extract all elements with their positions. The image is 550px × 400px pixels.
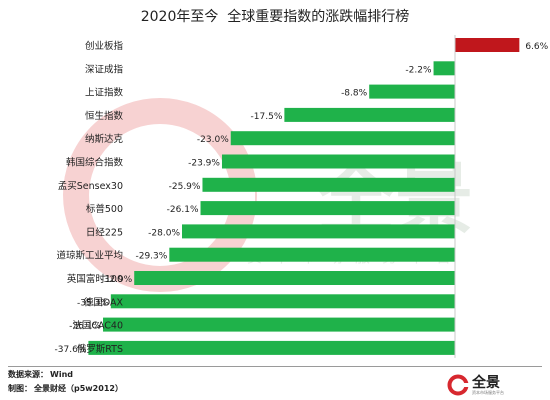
bar xyxy=(200,201,455,216)
value-label: -37.6% xyxy=(55,345,87,355)
value-label: -28.0% xyxy=(148,228,180,238)
chart-maker-label: 制图： xyxy=(8,384,32,393)
category-label: 德国DAX xyxy=(84,296,124,308)
data-source-label: 数据来源： xyxy=(8,370,48,379)
category-label: 英国富时100 xyxy=(67,273,123,285)
bar xyxy=(103,317,456,332)
bar xyxy=(202,177,455,192)
value-label: -36.1% xyxy=(69,322,101,332)
data-source-value: Wind xyxy=(50,370,73,379)
category-label: 纳斯达克 xyxy=(85,133,124,145)
footer-divider xyxy=(8,366,542,367)
chart-maker: 制图： 全景财经（p5w2012） xyxy=(8,383,123,394)
category-label: 法国CAC40 xyxy=(72,320,123,332)
category-label: 道琼斯工业平均 xyxy=(56,250,123,262)
bar xyxy=(134,271,455,285)
category-label: 恒生指数 xyxy=(85,110,124,122)
category-label: 标普500 xyxy=(86,203,123,215)
category-label: 深证成指 xyxy=(85,63,124,75)
value-label: -26.1% xyxy=(167,205,199,215)
brand-logo: 全景 资本市场服务平台 xyxy=(446,372,542,398)
data-source: 数据来源： Wind xyxy=(8,369,73,380)
value-label: -17.5% xyxy=(251,112,283,122)
value-label: -23.0% xyxy=(197,135,229,145)
category-label: 创业板指 xyxy=(85,40,124,52)
category-label: 日经225 xyxy=(86,226,123,238)
chart-maker-value: 全景财经（p5w2012） xyxy=(34,384,123,393)
value-label: -2.2% xyxy=(405,65,432,75)
category-label: 韩国综合指数 xyxy=(66,157,124,169)
brand-logo-icon xyxy=(447,374,470,396)
category-label: 孟买Sensex30 xyxy=(58,181,123,192)
bar xyxy=(284,107,455,122)
brand-name: 全景 xyxy=(472,375,500,391)
category-label: 上证指数 xyxy=(85,87,124,99)
value-label: -25.9% xyxy=(169,182,201,192)
bar xyxy=(369,84,455,99)
bars-layer xyxy=(88,38,520,355)
value-label: -32.9% xyxy=(100,275,132,285)
value-label: -29.3% xyxy=(135,252,167,262)
bar xyxy=(182,224,455,239)
category-label: 俄罗斯RTS xyxy=(77,343,123,355)
bar xyxy=(433,61,455,76)
value-label: -8.8% xyxy=(341,89,368,99)
bar xyxy=(221,154,455,169)
bar xyxy=(110,294,455,309)
bar xyxy=(88,340,456,355)
bar xyxy=(169,247,455,262)
brand-subtitle: 资本市场服务平台 xyxy=(472,390,504,395)
value-label: 6.6% xyxy=(525,42,548,52)
value-label: -35.3% xyxy=(77,298,109,308)
bar xyxy=(455,38,520,52)
chart-title: 2020年至今 全球重要指数的涨跌幅排行榜 xyxy=(140,9,410,25)
value-label: -23.9% xyxy=(188,159,220,169)
bar xyxy=(230,131,455,146)
